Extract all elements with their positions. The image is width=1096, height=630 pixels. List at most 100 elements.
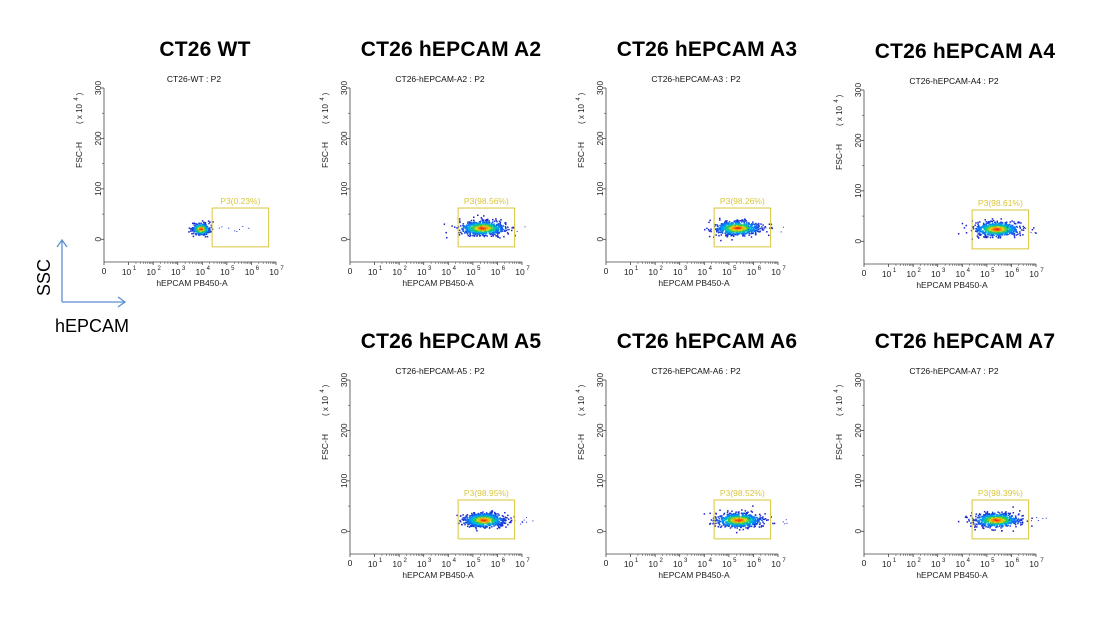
plot-header: CT26-hEPCAM-A3 : P2 <box>651 74 741 84</box>
scatter-point <box>491 224 493 226</box>
scatter-point <box>475 520 478 522</box>
scatter-point <box>468 227 471 230</box>
scatter-point <box>1013 234 1015 236</box>
scatter-point <box>1010 231 1012 234</box>
scatter-point <box>480 518 482 520</box>
scatter-point <box>972 226 974 228</box>
scatter-point <box>490 514 492 516</box>
scatter-point <box>752 519 754 522</box>
x-tick-label: 10 3 <box>931 268 946 279</box>
scatter-point <box>1013 236 1016 239</box>
scatter-point <box>196 228 198 231</box>
scatter-point <box>495 523 497 526</box>
scatter-point <box>725 230 727 232</box>
scatter-point <box>998 234 1000 237</box>
scatter-point <box>471 517 474 519</box>
scatter-point <box>1010 233 1013 235</box>
scatter-point <box>491 510 493 512</box>
scatter-point <box>712 517 715 520</box>
scatter-point <box>761 227 763 230</box>
scatter-point <box>484 219 487 221</box>
scatter-point <box>730 514 732 517</box>
scatter-point <box>475 228 478 231</box>
scatter-point <box>491 514 494 516</box>
scatter-point <box>749 523 751 526</box>
scatter-point <box>484 521 486 523</box>
scatter-point <box>992 226 995 229</box>
scatter-point <box>497 521 499 523</box>
scatter-point <box>994 515 996 518</box>
scatter-point <box>1005 233 1007 236</box>
scatter-point <box>469 224 472 226</box>
scatter-point <box>737 224 740 226</box>
scatter-point <box>754 525 756 528</box>
scatter-point <box>998 230 1001 232</box>
scatter-point <box>729 520 732 523</box>
scatter-point <box>724 232 726 234</box>
gate-label: P3(98.61%) <box>978 198 1023 208</box>
scatter-point <box>485 517 488 520</box>
scatter-points <box>456 510 534 532</box>
scatter-point <box>749 519 751 521</box>
scatter-point <box>459 515 462 517</box>
scatter-point <box>500 224 503 227</box>
scatter-point <box>986 513 988 515</box>
scatter-point <box>745 522 747 525</box>
scatter-point <box>994 221 996 224</box>
scatter-point <box>494 226 497 229</box>
y-tick-label: 100 <box>339 182 349 196</box>
x-tick-base: 10 <box>624 559 634 569</box>
scatter-point <box>488 228 490 231</box>
scatter-point <box>719 515 722 518</box>
scatter-point <box>209 221 211 223</box>
scatter-point <box>736 229 739 231</box>
scatter-point <box>484 525 487 528</box>
scatter-point <box>499 523 502 526</box>
scatter-point <box>505 526 507 528</box>
scatter-point <box>514 234 516 237</box>
scatter-point <box>484 522 487 525</box>
x-tick-label: 10 5 <box>980 558 995 569</box>
x-tick-exponent: 1 <box>893 268 897 274</box>
scatter-point <box>975 228 977 230</box>
scatter-point <box>466 230 469 233</box>
x-axis-label: hEPCAM PB450-A <box>402 570 474 580</box>
x-tick-exponent: 4 <box>967 268 971 274</box>
scatter-point <box>484 527 486 529</box>
scatter-point <box>734 234 737 236</box>
scatter-point <box>507 518 510 521</box>
plot-header: CT26-hEPCAM-A6 : P2 <box>651 366 741 376</box>
scatter-point <box>494 229 497 231</box>
scatter-point <box>1000 523 1003 525</box>
x-tick-label: 10 6 <box>747 266 762 277</box>
scatter-point <box>488 523 490 526</box>
scatter-point <box>750 525 753 528</box>
scatter-point <box>478 524 481 526</box>
scatter-point <box>992 232 994 235</box>
scatter-point <box>198 222 200 225</box>
scatter-point <box>729 522 731 525</box>
scatter-point <box>753 223 755 225</box>
scatter-point <box>483 513 486 515</box>
scatter-point <box>475 223 477 225</box>
scatter-point <box>480 227 483 230</box>
scatter-point <box>741 525 743 528</box>
x-tick-base: 10 <box>747 267 757 277</box>
scatter-point <box>992 219 995 222</box>
scatter-point <box>485 226 488 229</box>
scatter-point <box>472 224 474 226</box>
scatter-point <box>1001 525 1004 528</box>
y-axis-label: FSC-H <box>320 142 330 168</box>
scatter-point <box>741 515 744 517</box>
scatter-point <box>724 526 726 528</box>
scatter-point <box>202 226 205 229</box>
plot-header: CT26-WT : P2 <box>167 74 221 84</box>
x-tick-exponent: 5 <box>991 558 995 564</box>
scatter-point <box>488 223 491 226</box>
scatter-point <box>477 520 480 523</box>
scatter-point <box>965 515 967 518</box>
scatter-point <box>1004 524 1007 527</box>
scatter-point <box>737 525 739 527</box>
scatter-point <box>1013 235 1016 237</box>
scatter-point <box>738 228 741 231</box>
